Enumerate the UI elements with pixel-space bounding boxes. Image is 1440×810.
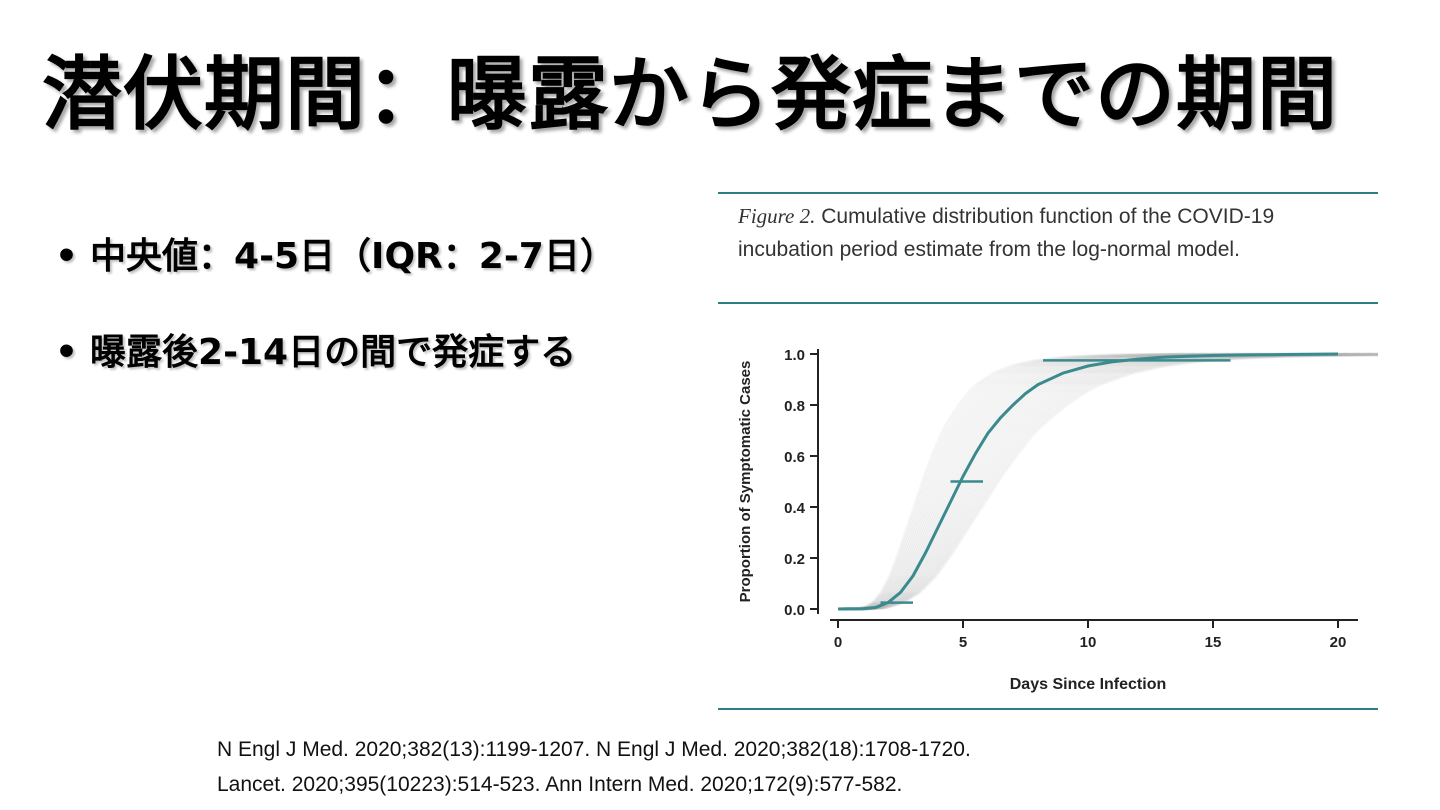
y-tick-label: 1.0 <box>784 347 805 364</box>
uncertainty-curve <box>837 352 1218 611</box>
cdf-chart: 0.0 0.2 0.4 0.6 0.8 1.0 0 5 10 15 20 Proportion o… <box>737 347 1378 693</box>
reference-line: Lancet. 2020;395(10223):514-523. Ann Int… <box>217 773 903 796</box>
interval-bars <box>880 359 1231 604</box>
bullet-list: • 中央値：4-5日（IQR：2-7日） • 曝露後2-14日の間で発症する <box>55 228 616 420</box>
y-tick-label: 0.6 <box>784 449 805 466</box>
uncertainty-curve <box>837 353 1378 611</box>
uncertainty-curve <box>837 352 1262 611</box>
figure-panel: Figure 2. Cumulative distribution functi… <box>718 192 1378 712</box>
x-tick-label: 15 <box>1205 634 1222 651</box>
y-axis-label: Proportion of Symptomatic Cases <box>737 361 754 603</box>
x-tick-label: 0 <box>834 634 842 651</box>
y-tick-label: 0.4 <box>784 500 806 517</box>
figure-caption: Figure 2. Cumulative distribution functi… <box>738 200 1338 266</box>
uncertainty-curve <box>837 352 1240 611</box>
figure-caption-text: Cumulative distribution function of the … <box>738 205 1275 261</box>
y-tick-label: 0.8 <box>784 398 805 415</box>
uncertainty-curve <box>837 352 1251 611</box>
bullet-marker: • <box>55 332 79 373</box>
x-axis-label: Days Since Infection <box>1010 676 1167 693</box>
x-tick-label: 20 <box>1330 634 1347 651</box>
figure-bottom-rule <box>718 708 1378 710</box>
uncertainty-curve <box>837 352 1273 611</box>
cdf-median-curve <box>837 352 1339 611</box>
figure-middle-rule <box>718 302 1378 304</box>
bullet-item: • 曝露後2-14日の間で発症する <box>55 324 616 382</box>
uncertainty-curve <box>837 352 1196 611</box>
figure-label: Figure 2. <box>738 204 816 228</box>
series-group <box>837 352 1339 611</box>
bullet-item: • 中央値：4-5日（IQR：2-7日） <box>55 228 616 286</box>
uncertainty-band-group <box>837 352 1378 611</box>
bullet-text-median: 中央値：4-5日（IQR：2-7日） <box>90 236 616 277</box>
slide-title: 潜伏期間：曝露から発症までの期間 <box>42 48 1338 141</box>
uncertainty-curve <box>837 352 1185 611</box>
chart-axes <box>817 349 1358 621</box>
x-tick-label: 5 <box>959 634 967 651</box>
y-tick-label: 0.2 <box>784 551 805 568</box>
uncertainty-curve <box>837 352 1229 611</box>
x-tick-label: 10 <box>1080 634 1097 651</box>
references: N Engl J Med. 2020;382(13):1199-1207. N … <box>217 732 971 802</box>
y-ticks: 0.0 0.2 0.4 0.6 0.8 1.0 <box>784 347 818 619</box>
y-tick-label: 0.0 <box>784 602 805 619</box>
reference-line: N Engl J Med. 2020;382(13):1199-1207. N … <box>217 738 971 761</box>
figure-top-rule <box>718 192 1378 194</box>
uncertainty-curve <box>837 352 1207 611</box>
bullet-marker: • <box>55 236 79 277</box>
bullet-text-range: 曝露後2-14日の間で発症する <box>90 332 577 373</box>
x-ticks: 0 5 10 15 20 <box>834 620 1347 651</box>
